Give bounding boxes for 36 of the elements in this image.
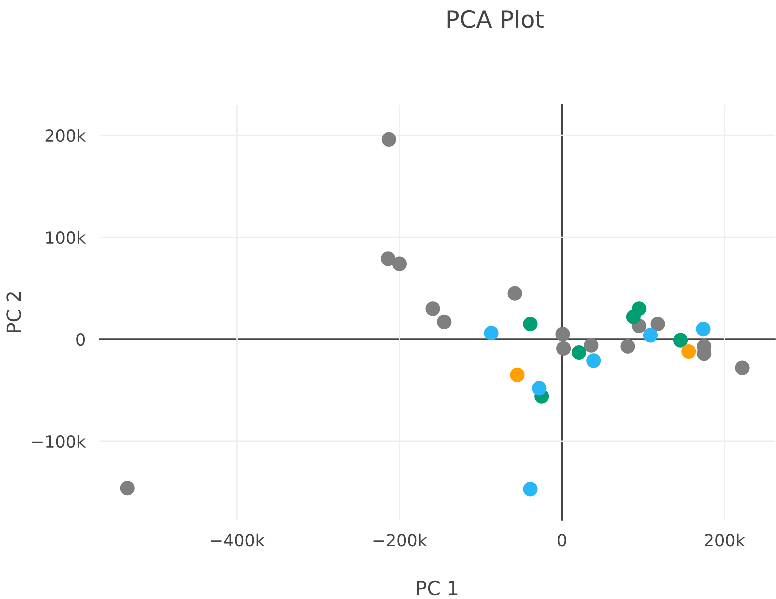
point <box>650 316 666 332</box>
point <box>735 360 750 376</box>
point <box>696 322 711 337</box>
point <box>508 286 522 301</box>
point <box>426 302 440 316</box>
point <box>382 132 396 147</box>
point <box>437 314 452 330</box>
x-tick-label: 0 <box>558 534 566 547</box>
point <box>586 354 602 368</box>
y-tick-label: 0 <box>76 333 86 346</box>
point <box>392 256 408 272</box>
point <box>523 482 538 497</box>
y-axis-title: PC 2 <box>6 292 22 333</box>
point <box>572 345 587 360</box>
point <box>381 252 396 266</box>
point <box>682 344 696 360</box>
point <box>523 316 538 332</box>
point <box>556 327 570 342</box>
point <box>643 328 658 343</box>
y-tick-label: 100k <box>46 231 86 244</box>
y-tick-label: −100k <box>32 435 86 448</box>
x-axis-title: PC 1 <box>417 580 458 596</box>
point <box>584 338 599 353</box>
point <box>484 326 499 341</box>
point <box>510 368 525 382</box>
y-tick-label: 200k <box>46 129 86 142</box>
x-tick-label: −400k <box>211 534 265 547</box>
point <box>673 333 688 348</box>
point <box>620 339 636 354</box>
point <box>532 381 547 396</box>
chart-title: PCA Plot <box>448 10 544 28</box>
x-tick-label: 200k <box>705 534 746 547</box>
point <box>632 302 647 316</box>
point <box>120 481 135 496</box>
point <box>556 341 572 356</box>
x-tick-label: −200k <box>374 534 428 547</box>
